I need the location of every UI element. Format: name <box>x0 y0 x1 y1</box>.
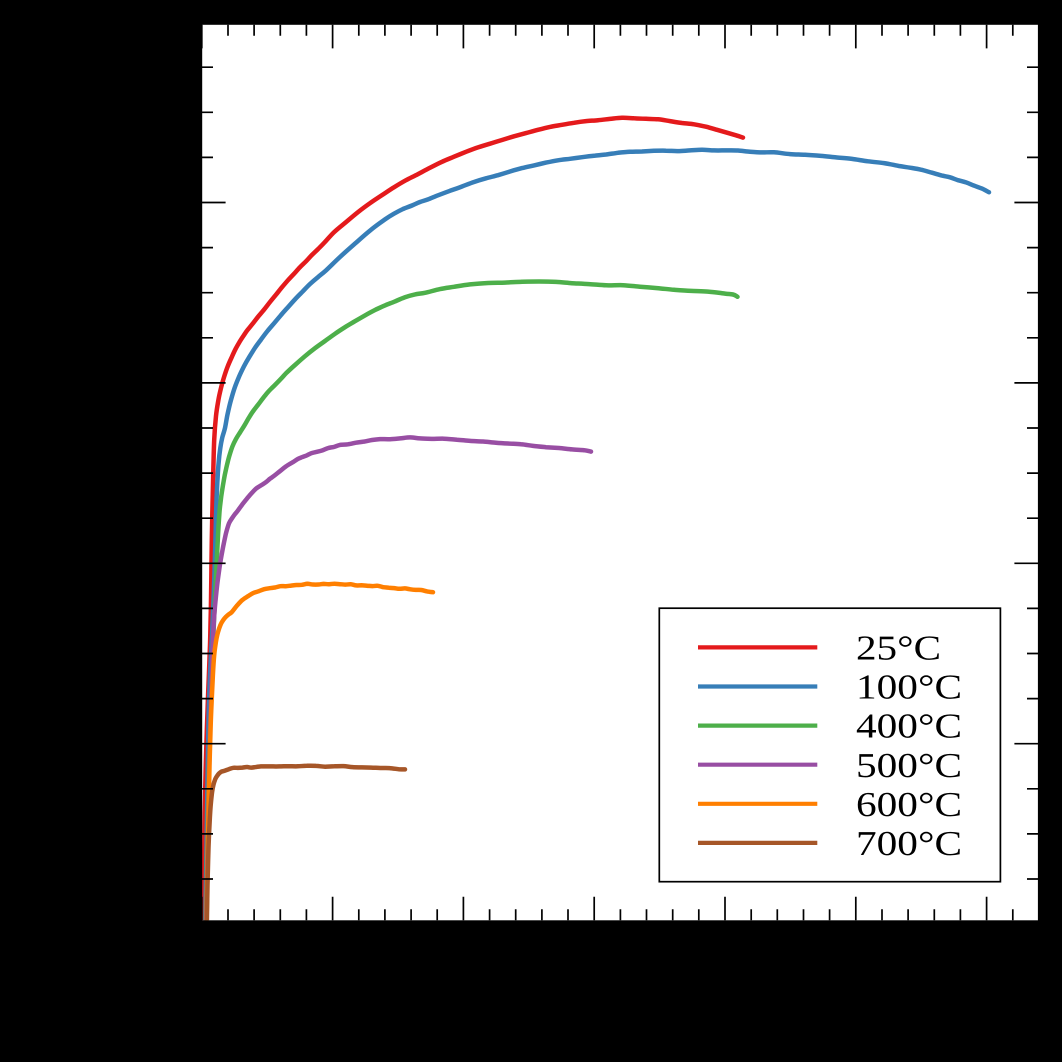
svg-text:400°C: 400°C <box>856 707 962 746</box>
svg-text:100°C: 100°C <box>856 668 962 707</box>
svg-text:700°C: 700°C <box>856 824 962 863</box>
svg-text:500°C: 500°C <box>856 746 962 785</box>
svg-text:25°C: 25°C <box>856 629 941 668</box>
svg-text:600°C: 600°C <box>856 785 962 824</box>
